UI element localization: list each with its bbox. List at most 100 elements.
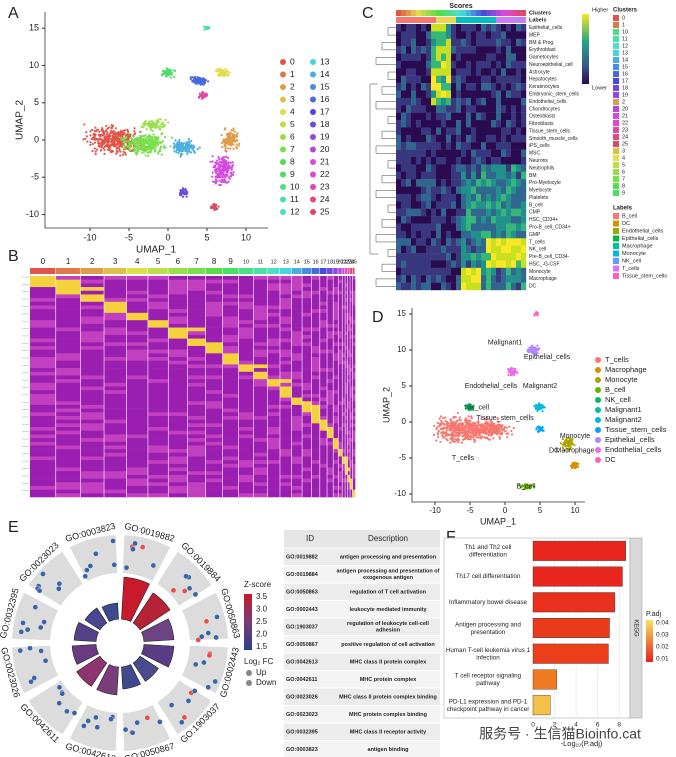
cell-point xyxy=(127,140,130,143)
cell-point xyxy=(162,125,165,128)
row-label: T_cells xyxy=(529,239,545,245)
heatmap-cell xyxy=(279,357,292,362)
heatmap-cell xyxy=(461,75,467,84)
heatmap-cell xyxy=(451,201,457,209)
cell-point xyxy=(165,72,168,75)
heatmap-cell xyxy=(291,386,303,391)
heatmap-cell xyxy=(486,134,492,143)
heatmap-cell xyxy=(501,171,507,180)
heatmap-cell xyxy=(521,216,527,224)
cell-point xyxy=(140,147,144,150)
heatmap-cell xyxy=(436,38,442,47)
heatmap-cell xyxy=(338,423,343,428)
heatmap-cell xyxy=(222,478,239,483)
heatmap-cell xyxy=(319,301,328,306)
heatmap-cell xyxy=(327,430,334,435)
heatmap-cell xyxy=(466,208,472,217)
cluster-annotation xyxy=(436,10,441,16)
cell-point xyxy=(473,434,476,438)
heatmap-cell xyxy=(451,38,457,47)
row-label: Fibroblasts xyxy=(529,121,554,127)
heatmap-cell xyxy=(476,142,482,150)
legend-swatch xyxy=(613,258,619,264)
heatmap-cell xyxy=(411,157,417,165)
cell-point xyxy=(123,129,127,132)
heatmap-cell xyxy=(302,301,312,306)
heatmap-cell xyxy=(426,75,432,84)
cell-point xyxy=(105,139,109,142)
heatmap-cell xyxy=(104,423,127,428)
heatmap-cell xyxy=(80,371,105,376)
axis xyxy=(44,12,268,229)
heatmap-cell xyxy=(411,245,417,254)
cell-point xyxy=(202,83,205,86)
heatmap-cell xyxy=(446,53,452,62)
heatmap-cell xyxy=(319,397,328,402)
heatmap-cell xyxy=(491,275,497,283)
heatmap-cell xyxy=(466,275,472,283)
heatmap-cell xyxy=(253,320,268,325)
heatmap-cell xyxy=(352,460,356,465)
heatmap-cell xyxy=(416,216,422,224)
cell-point xyxy=(120,136,123,139)
heatmap-cell xyxy=(80,412,105,417)
heatmap-cell xyxy=(238,309,254,314)
heatmap-cell xyxy=(466,157,472,165)
heatmap-cell xyxy=(222,390,239,395)
heatmap-cell xyxy=(426,223,432,232)
heatmap-cell xyxy=(222,438,239,443)
heatmap-cell xyxy=(411,275,417,283)
heatmap-cell xyxy=(352,287,356,292)
heatmap-cell xyxy=(446,245,452,254)
heatmap-cell xyxy=(279,489,292,494)
heatmap-cell xyxy=(291,478,303,483)
heatmap-cell xyxy=(302,357,312,362)
heatmap-cell xyxy=(205,438,223,443)
label-annotation xyxy=(511,17,516,23)
heatmap-cell xyxy=(267,460,281,465)
heatmap-cell xyxy=(222,345,239,350)
heatmap-cell xyxy=(352,320,356,325)
heatmap-cell xyxy=(396,38,402,47)
heatmap-cell xyxy=(491,24,497,32)
cell-point xyxy=(201,80,205,84)
cell-point xyxy=(106,148,110,151)
heatmap-cell xyxy=(319,327,328,332)
heatmap-cell xyxy=(421,193,427,202)
heatmap-cell xyxy=(302,452,312,457)
heatmap-cell xyxy=(222,423,239,428)
heatmap-cell xyxy=(501,120,507,128)
heatmap-cell xyxy=(30,467,57,472)
cluster-label: 2 xyxy=(90,257,95,266)
heatmap-cell xyxy=(426,31,432,39)
heatmap-cell xyxy=(441,223,447,232)
heatmap-cell xyxy=(126,390,149,395)
cell-point xyxy=(107,146,111,149)
heatmap-cell xyxy=(168,427,188,431)
heatmap-cell xyxy=(396,149,402,158)
cell-point xyxy=(226,173,229,177)
heatmap-cell xyxy=(311,320,321,325)
heatmap-cell xyxy=(352,375,356,380)
heatmap-cell xyxy=(396,275,402,283)
row-label: Gametocytes xyxy=(529,55,559,61)
heatmap-cell xyxy=(446,127,452,136)
heatmap-cell xyxy=(55,345,81,350)
heatmap-cell xyxy=(279,493,292,498)
heatmap-cell xyxy=(491,53,497,62)
heatmap-cell xyxy=(311,371,321,376)
heatmap-cell xyxy=(311,298,321,303)
heatmap-cell xyxy=(486,31,492,39)
heatmap-cell xyxy=(511,105,517,113)
heatmap-cell xyxy=(205,456,223,461)
heatmap-cell xyxy=(352,276,356,280)
heatmap-cell xyxy=(451,230,457,239)
legend-label: 1 xyxy=(622,22,625,28)
heatmap-cell xyxy=(471,157,477,165)
heatmap-cell xyxy=(238,441,254,446)
heatmap-cell xyxy=(401,31,407,39)
heatmap-cell xyxy=(416,282,422,291)
heatmap-cell xyxy=(302,386,312,391)
cell-point xyxy=(225,70,228,74)
heatmap-cell xyxy=(302,471,312,476)
